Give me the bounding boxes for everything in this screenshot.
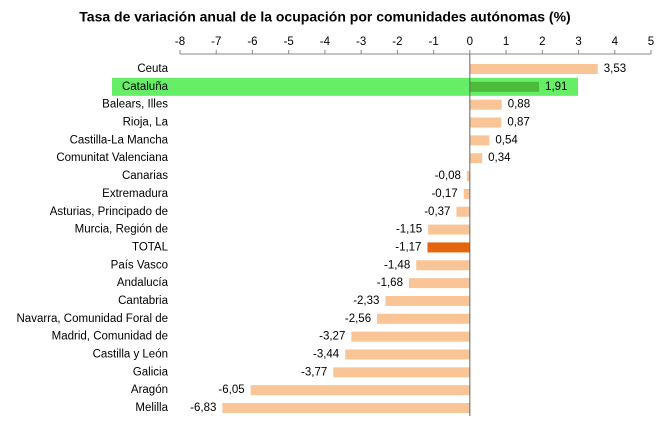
x-tick-label: -2 <box>392 36 402 48</box>
bar <box>469 153 483 164</box>
value-label: 0,54 <box>495 134 518 146</box>
y-tick-label: TOTAL <box>132 241 169 253</box>
value-label: -1,68 <box>377 277 403 289</box>
bar <box>377 313 470 324</box>
bar <box>416 260 470 271</box>
y-tick-label: Navarra, Comunidad Foral de <box>17 313 169 325</box>
x-tick-label: 3 <box>575 36 581 48</box>
bar <box>456 206 470 217</box>
bar <box>469 135 490 146</box>
value-label: -0,08 <box>435 170 461 182</box>
bar <box>469 99 502 110</box>
highlight-row <box>112 77 578 96</box>
y-tick-label: País Vasco <box>111 259 168 271</box>
y-tick-label: Aragón <box>131 384 168 396</box>
y-tick-label: Comunitat Valenciana <box>56 152 168 164</box>
x-tick-label: -8 <box>175 36 185 48</box>
value-label: -6,05 <box>218 384 244 396</box>
bar <box>351 331 470 342</box>
bar <box>466 171 470 182</box>
y-tick-label: Canarias <box>122 170 168 182</box>
value-label: 1,91 <box>545 81 567 93</box>
y-tick-label: Cataluña <box>122 81 169 93</box>
x-tick-label: -4 <box>320 36 331 48</box>
x-tick-label: -5 <box>284 36 294 48</box>
bar <box>385 295 470 306</box>
chart-title: Tasa de variación anual de la ocupación … <box>79 9 570 25</box>
y-tick-label: Asturias, Principado de <box>50 206 168 218</box>
y-tick-label: Galicia <box>133 366 169 378</box>
value-label: 0,88 <box>508 99 530 111</box>
y-tick-label: Rioja, La <box>123 117 169 129</box>
x-tick-label: -7 <box>211 36 221 48</box>
y-tick-label: Ceuta <box>137 63 168 75</box>
bar <box>333 367 470 378</box>
value-label: -1,17 <box>395 241 421 253</box>
value-label: -3,27 <box>319 331 345 343</box>
bar <box>427 242 470 253</box>
x-tick-label: -1 <box>428 36 438 48</box>
x-tick-label: 0 <box>467 36 473 48</box>
y-tick-label: Balears, Illes <box>102 99 168 111</box>
value-label: -3,77 <box>301 366 327 378</box>
y-tick-label: Andalucía <box>117 277 169 289</box>
y-tick-label: Melilla <box>135 402 168 414</box>
y-tick-label: Madrid, Comunidad de <box>52 331 168 343</box>
value-label: -6,83 <box>190 402 216 414</box>
y-tick-label: Cantabria <box>118 295 168 307</box>
value-label: 0,34 <box>488 152 511 164</box>
bar <box>222 403 470 413</box>
bar <box>469 81 540 92</box>
value-label: 0,87 <box>507 117 529 129</box>
y-tick-label: Castilla y León <box>93 349 168 361</box>
x-tick-label: 2 <box>539 36 545 48</box>
bar <box>469 117 502 128</box>
x-tick-label: -6 <box>247 36 257 48</box>
value-label: -2,33 <box>353 295 379 307</box>
value-label: -1,15 <box>396 224 422 236</box>
x-tick-label: -3 <box>356 36 366 48</box>
value-label: -1,48 <box>384 259 410 271</box>
value-label: -0,37 <box>424 206 450 218</box>
y-tick-label: Murcia, Región de <box>75 224 168 236</box>
value-label: -3,44 <box>313 349 340 361</box>
bar <box>469 64 598 74</box>
value-label: -0,17 <box>431 188 457 200</box>
x-tick-label: 5 <box>648 36 654 48</box>
y-tick-label: Castilla-La Mancha <box>70 134 169 146</box>
bar <box>250 385 470 396</box>
value-label: -2,56 <box>345 313 371 325</box>
value-label: 3,53 <box>604 63 626 75</box>
bar <box>428 224 470 235</box>
bar <box>345 349 470 360</box>
x-tick-label: 4 <box>612 36 619 48</box>
x-tick-label: 1 <box>503 36 509 48</box>
bar <box>463 188 470 199</box>
y-tick-label: Extremadura <box>102 188 168 200</box>
bar <box>408 278 470 289</box>
